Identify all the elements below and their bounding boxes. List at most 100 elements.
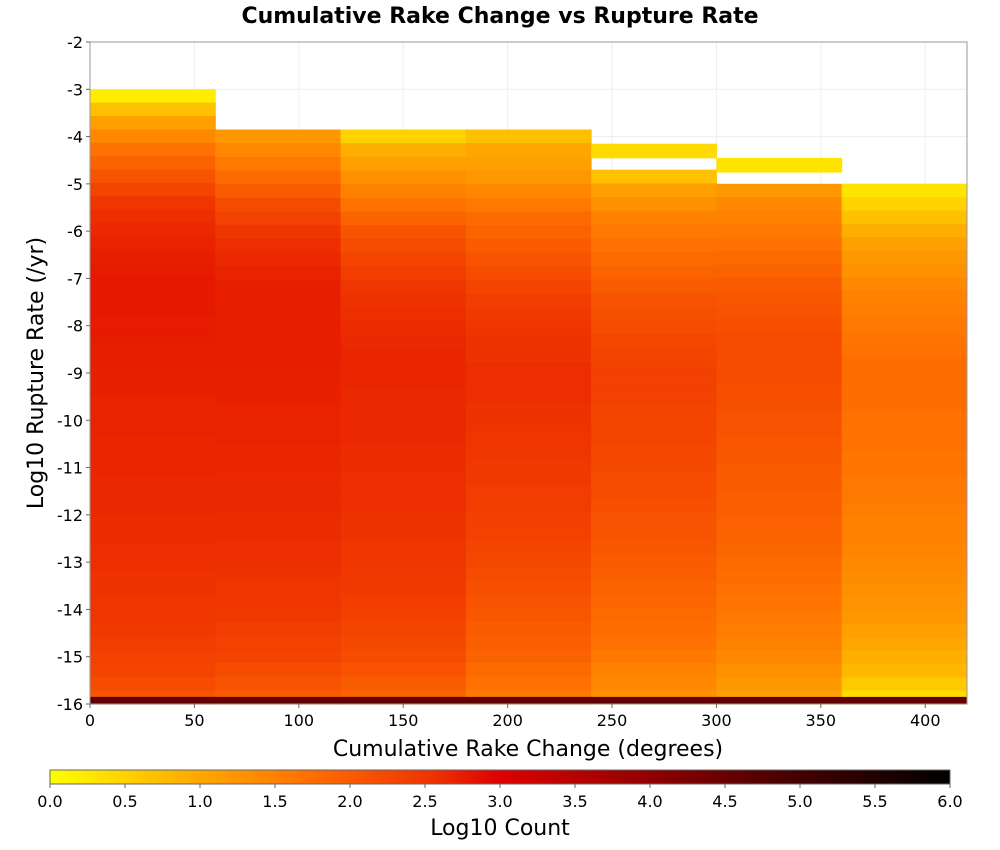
heatmap-cell [591,676,717,691]
colorbar-tick-label: 2.5 [412,792,437,811]
heatmap-cell [90,276,216,291]
heatmap-cell [841,223,968,238]
heatmap-cell [90,423,216,438]
x-tick-label: 200 [492,711,523,730]
heatmap-cell [90,476,216,491]
heatmap-cell [215,334,342,349]
x-tick-label: 0 [85,711,95,730]
heatmap-cell [841,597,968,612]
heatmap-cell [465,129,592,144]
x-tick-label: 50 [184,711,204,730]
heatmap-cell [90,236,216,251]
heatmap-cell [841,557,968,572]
heatmap-cell [90,129,216,144]
heatmap-cell [215,567,342,582]
x-tick-label: 250 [597,711,628,730]
heatmap-cell [340,307,467,322]
heatmap-cell [340,143,467,158]
heatmap-cell [465,649,592,664]
heatmap-cell [340,184,467,199]
heatmap-cell [841,477,968,492]
heatmap-cell [591,361,717,376]
heatmap-cell [340,252,467,267]
heatmap-cell [716,610,843,625]
heatmap-cell [591,320,717,335]
heatmap-cell [340,334,467,349]
heatmap-cell [465,375,592,390]
heatmap-cell [841,330,968,345]
heatmap-cell [215,362,342,377]
heatmap-cell [215,649,342,664]
heatmap-cell [591,347,717,363]
heatmap-cell [215,553,342,568]
heatmap-cell [591,210,717,226]
heatmap-cell [215,129,342,144]
heatmap-cell [841,397,968,412]
heatmap-cell [591,375,717,390]
heatmap-cell [841,490,968,505]
heatmap-cell [841,290,968,305]
heatmap-cell [465,334,592,349]
heatmap-cell [716,437,843,452]
heatmap-cell [90,343,216,358]
x-tick-label: 350 [806,711,837,730]
heatmap-cell [716,197,843,212]
heatmap-cell [340,348,467,363]
heatmap-cell [716,210,843,225]
heatmap-cell [90,623,216,638]
heatmap-cell [716,317,843,332]
heatmap-cell [215,211,342,226]
heatmap-cell [716,517,843,532]
y-tick-label: -3 [67,80,83,99]
y-axis-label: Log10 Rupture Rate (/yr) [24,237,49,509]
heatmap-cell [591,594,717,609]
heatmap-cell [340,293,467,308]
heatmap-cell [340,129,467,144]
heatmap-cell [465,197,592,213]
heatmap-cell [591,388,717,404]
heatmap-cell [465,676,592,691]
heatmap-cell [591,279,717,294]
y-tick-label: -15 [57,648,83,667]
heatmap-cell [841,343,968,358]
heatmap-cell [591,306,717,321]
heatmap-cell [215,621,342,637]
heatmap-cell [716,237,843,252]
heatmap-cell [90,530,216,545]
heatmap-cell [841,583,968,598]
heatmap-cell [90,663,216,678]
heatmap-cell [841,463,968,478]
heatmap-cell [465,252,592,267]
heatmap-cell [716,490,843,505]
heatmap-cell [591,183,717,198]
heatmap-cell [340,320,467,336]
heatmap-cell [841,530,968,545]
heatmap-cell [340,444,467,459]
y-tick-label: -5 [67,175,83,194]
heatmap-cell [215,444,342,459]
heatmap-cell [90,543,216,558]
heatmap-cell [716,677,843,692]
heatmap-cell [841,677,968,692]
heatmap-cell [716,370,843,385]
heatmap-cell [716,263,843,278]
heatmap-cell [841,623,968,638]
heatmap-cell [841,570,968,585]
heatmap-cell [215,526,342,541]
colorbar-tick-label: 3.0 [487,792,512,811]
heatmap-cell [340,635,467,650]
heatmap-cell [215,662,342,678]
heatmap-cell [591,224,717,239]
heatmap-cell [340,594,467,609]
heatmap-cell [90,557,216,571]
heatmap-cell [340,225,467,240]
colorbar-tick-label: 0.5 [112,792,137,811]
heatmap-cell [215,389,342,404]
heatmap-cell [465,143,592,158]
colorbar-tick-label: 4.5 [712,792,737,811]
heatmap-cell [465,444,592,459]
heatmap-cell [591,197,717,212]
heatmap-cell [591,334,717,349]
heatmap-cell [90,222,216,237]
heatmap-cell [90,196,216,211]
